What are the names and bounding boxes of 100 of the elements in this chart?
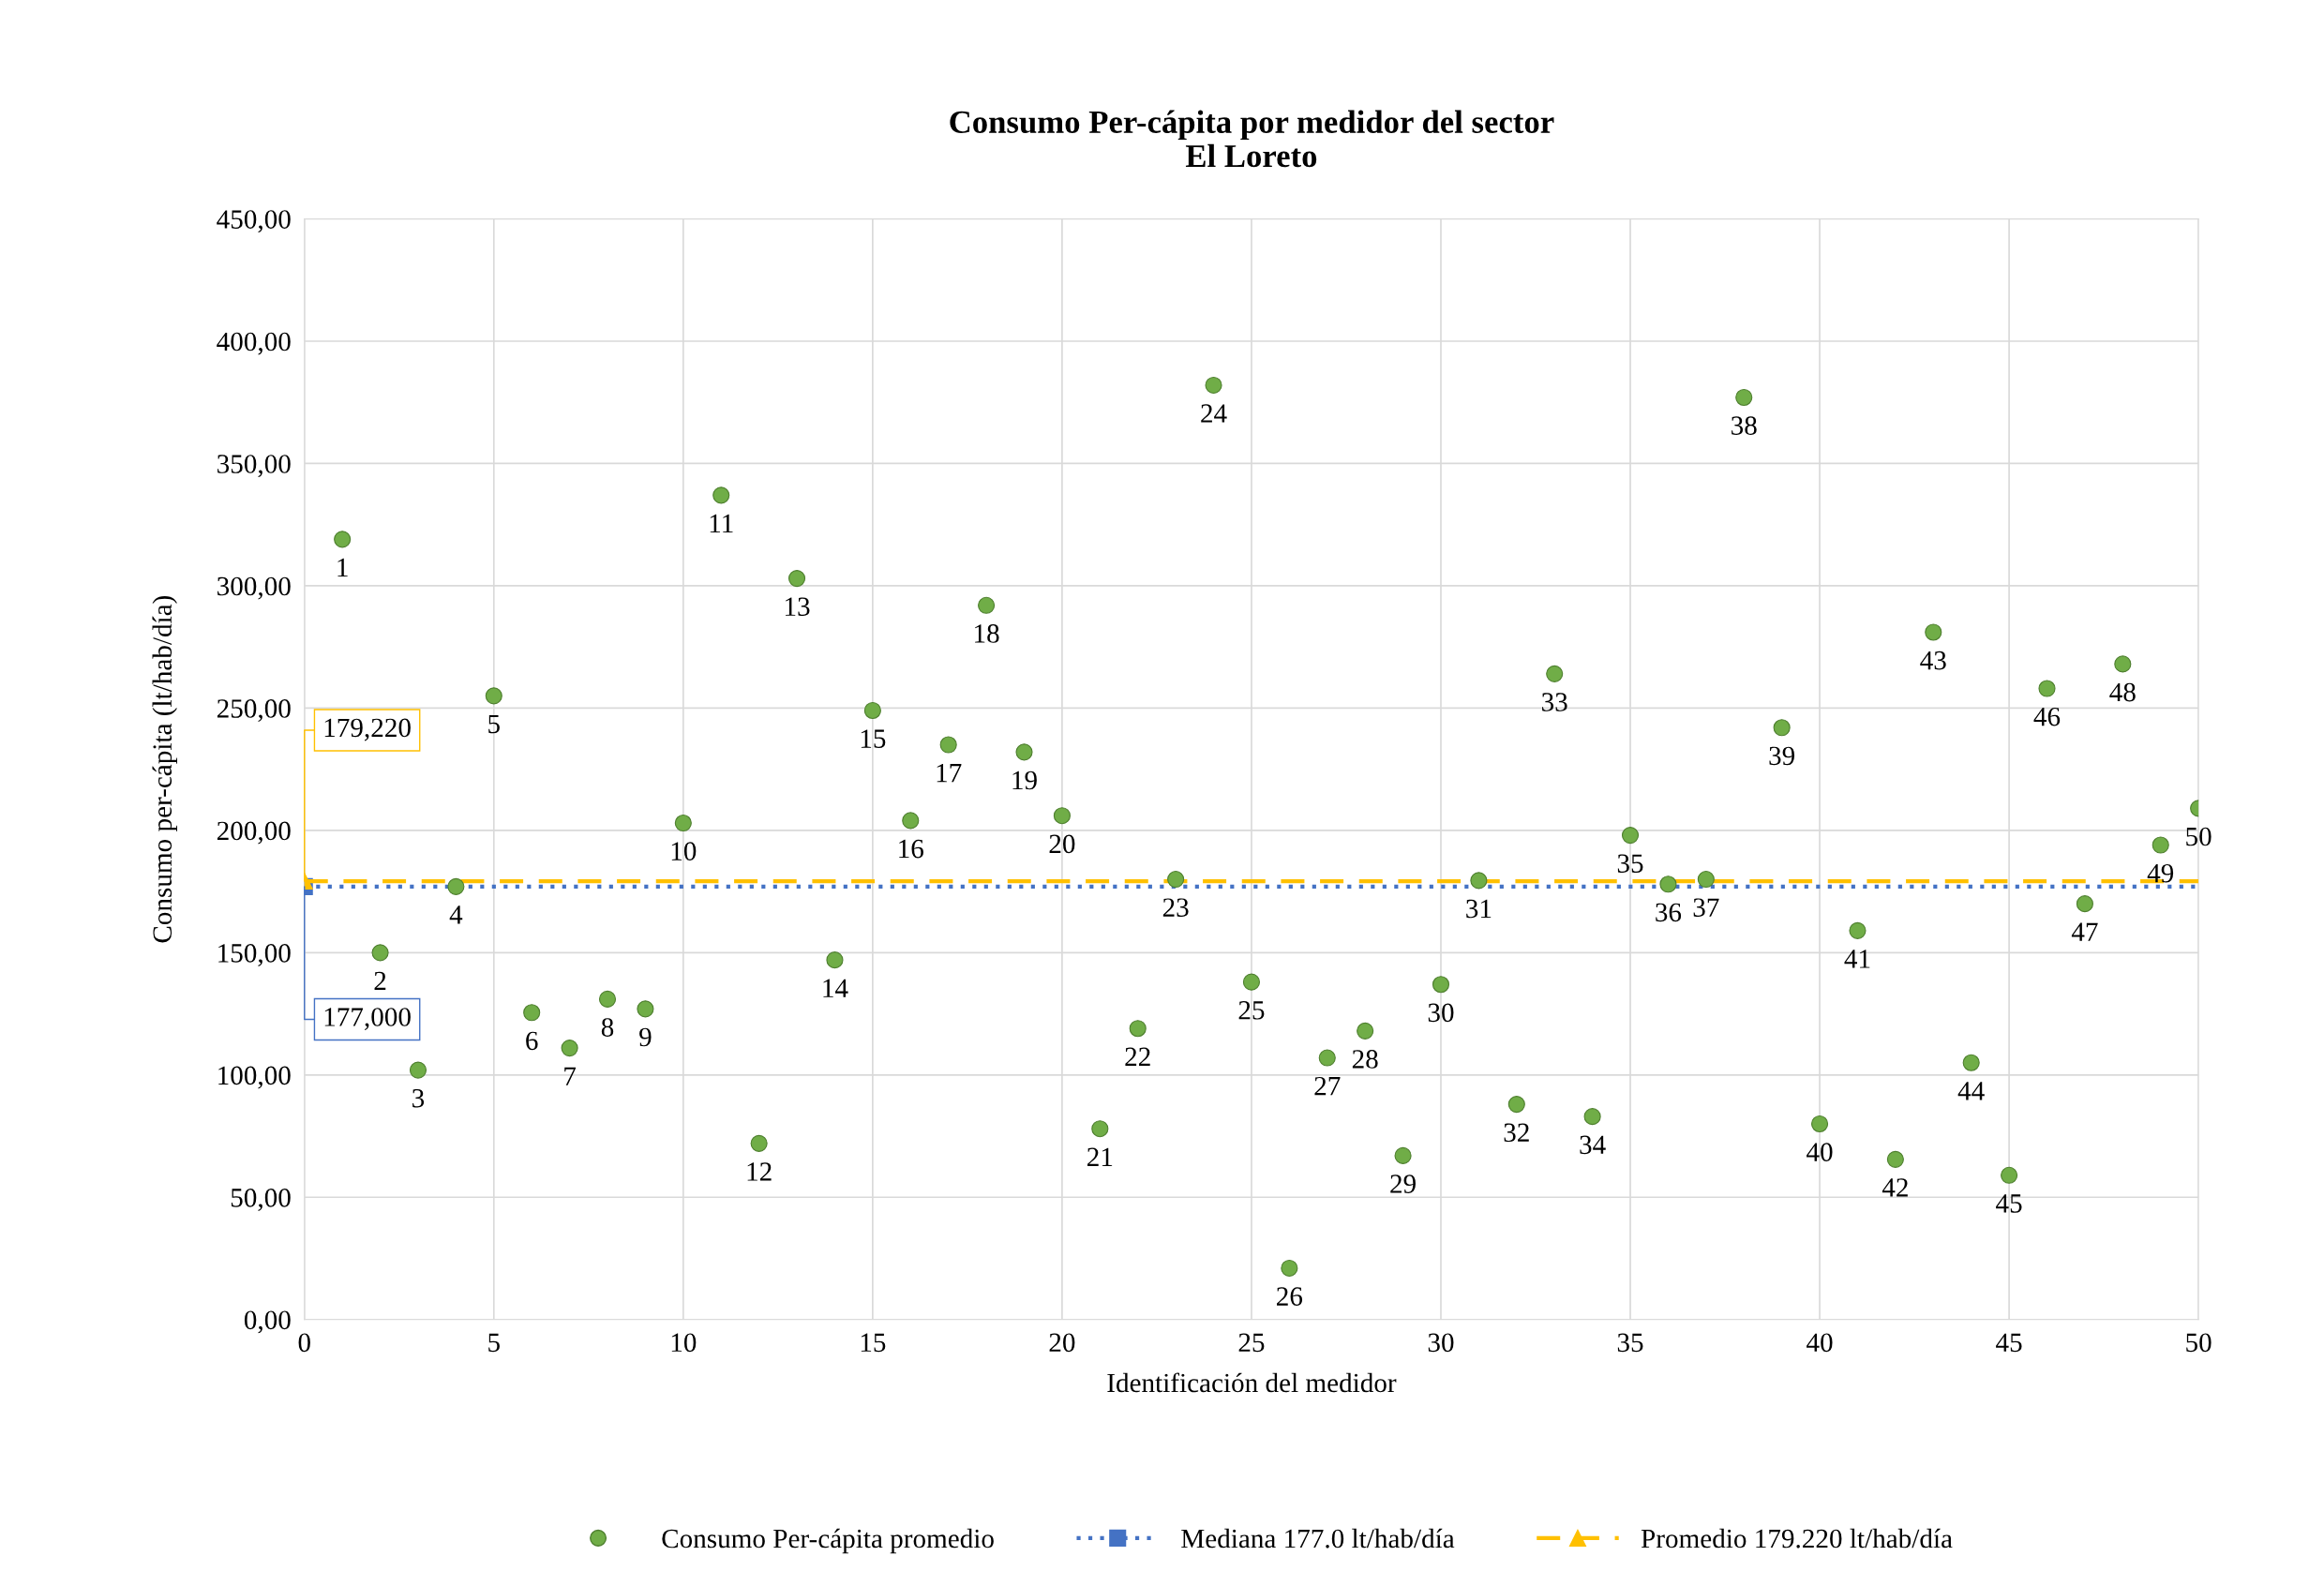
- annotation: 20: [1049, 834, 1075, 854]
- annotation: 3: [412, 1088, 425, 1108]
- y-axis-title: Consumo per-cápita (lt/hab/día): [152, 595, 177, 943]
- annotation: 24: [1201, 404, 1227, 423]
- point: [2076, 895, 2093, 913]
- y-tick-label: 0,00: [244, 1310, 291, 1334]
- x-axis-title: Identificación del medidor: [1107, 1372, 1397, 1393]
- point: [674, 814, 692, 832]
- annotation: 25: [1238, 1001, 1265, 1020]
- annotation: 43: [1920, 651, 1946, 670]
- annotation: 1: [337, 558, 348, 577]
- point: [1925, 623, 1942, 641]
- point: [1583, 1108, 1601, 1126]
- annotation: 37: [1693, 898, 1719, 918]
- x-tick-label: 40: [1807, 1333, 1833, 1353]
- x-tick-label: 25: [1238, 1333, 1265, 1353]
- point: [939, 736, 957, 754]
- point: [1659, 875, 1677, 893]
- x-tick-label: 35: [1617, 1333, 1643, 1353]
- point: [1886, 1150, 1904, 1168]
- annotation: 45: [1996, 1194, 2022, 1213]
- point: [1735, 388, 1753, 407]
- point: [1507, 1096, 1525, 1114]
- point: [371, 944, 389, 962]
- point: [1546, 665, 1564, 682]
- annotation: 50: [2186, 827, 2212, 846]
- annotation: 14: [823, 979, 848, 997]
- point: [1849, 921, 1867, 939]
- y-tick-label: 450,00: [217, 210, 291, 233]
- annotation: 35: [1617, 854, 1643, 874]
- point: [1962, 1054, 1980, 1071]
- annotation: 46: [2033, 707, 2061, 726]
- point: [712, 486, 730, 504]
- point: [1394, 1146, 1412, 1164]
- annotation: 18: [975, 624, 999, 643]
- annotation: 38: [1732, 416, 1757, 435]
- point: [1167, 870, 1185, 889]
- annotation: 40: [1807, 1143, 1833, 1161]
- annotation: 30: [1428, 1003, 1454, 1023]
- annotation: 28: [1352, 1050, 1378, 1069]
- point: [1810, 1115, 1829, 1133]
- x-tick-label: 50: [2186, 1333, 2212, 1353]
- annotation: 27: [1314, 1076, 1341, 1096]
- point: [863, 701, 881, 720]
- point: [1281, 1259, 1298, 1278]
- point: [1129, 1020, 1147, 1038]
- point: [1091, 1120, 1109, 1138]
- point: [978, 596, 996, 614]
- point: [2038, 680, 2056, 697]
- annotation: 42: [1882, 1178, 1908, 1197]
- annotation: 6: [526, 1031, 538, 1051]
- point: [902, 812, 920, 830]
- annotation: 32: [1504, 1123, 1529, 1143]
- point: [637, 1000, 654, 1018]
- annotation: 26: [1277, 1287, 1303, 1306]
- annotation: 41: [1844, 950, 1870, 968]
- annotation: 29: [1390, 1175, 1416, 1193]
- point: [1318, 1049, 1336, 1067]
- point: [1242, 973, 1261, 991]
- x-tick-label: 30: [1428, 1333, 1454, 1353]
- x-tick-label: 10: [671, 1333, 697, 1353]
- point: [523, 1004, 541, 1022]
- point: [334, 531, 352, 548]
- annotation: 7: [564, 1067, 577, 1085]
- point: [1053, 807, 1071, 825]
- point: [787, 570, 806, 588]
- annotation: 15: [861, 729, 886, 748]
- annotation: 12: [747, 1162, 772, 1181]
- annotation: 48: [2109, 682, 2136, 702]
- point: [1357, 1022, 1374, 1040]
- annotation: 21: [1087, 1147, 1113, 1166]
- y-tick-label: 150,00: [218, 944, 291, 966]
- chart-title: Consumo Per-cápita por medidor del sector El Loreto: [950, 110, 1554, 168]
- annotation: 4: [449, 905, 463, 924]
- x-tick-label: 0: [298, 1333, 310, 1353]
- annotation: 36: [1656, 903, 1682, 922]
- annotation: 16: [899, 839, 923, 859]
- point: [1015, 743, 1033, 761]
- annotation: 47: [2071, 922, 2098, 941]
- point: [1432, 976, 1450, 994]
- annotation: 177,000: [324, 1008, 411, 1031]
- point: [409, 1061, 427, 1079]
- annotation: 11: [710, 514, 733, 533]
- y-tick-label: 300,00: [217, 576, 291, 600]
- annotation: 17: [937, 763, 962, 783]
- annotation: 49: [2147, 863, 2174, 883]
- y-tick-label: 350,00: [217, 455, 291, 478]
- x-tick-label: 15: [861, 1333, 886, 1353]
- y-tick-label: 400,00: [217, 332, 291, 355]
- annotation: 179,220: [324, 718, 411, 741]
- legend-label: Promedio 179.220 lt/hab/día: [1641, 1528, 1953, 1549]
- point: [2001, 1166, 2018, 1184]
- legend-label: Mediana 177.0 lt/hab/día: [1181, 1528, 1455, 1549]
- annotation: 13: [786, 597, 810, 617]
- x-tick-label: 20: [1049, 1333, 1075, 1353]
- point: [2152, 836, 2169, 854]
- point: [750, 1134, 768, 1152]
- annotation: 23: [1162, 898, 1189, 918]
- y-tick-label: 50,00: [231, 1189, 291, 1211]
- point: [1205, 376, 1222, 394]
